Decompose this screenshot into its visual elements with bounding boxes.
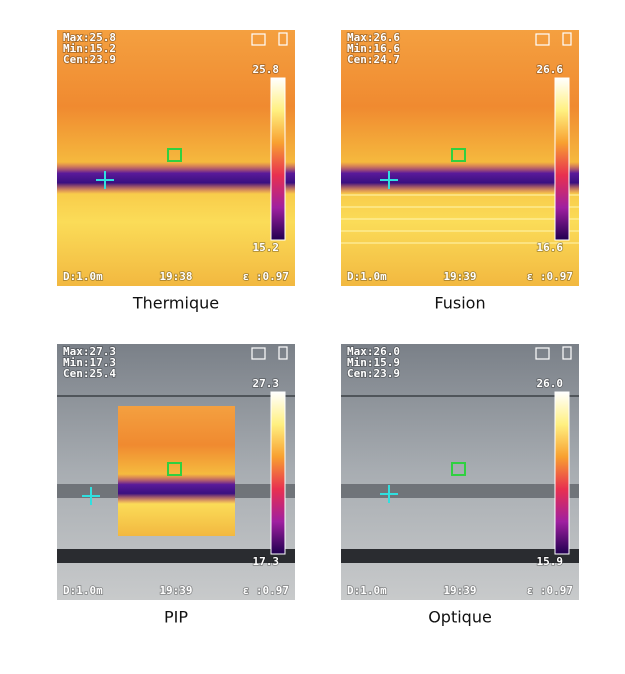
band [57,162,295,194]
icon [535,33,550,46]
distance: D:1.0m [347,584,387,597]
scale-max: 27.3 [253,377,280,390]
max-temp: Max:26.0 [347,345,400,358]
battery-icon [278,32,288,46]
caption: Thermique [132,294,219,313]
icon [535,347,550,360]
icon [251,33,266,46]
battery-icon [278,346,288,360]
min-temp: Min:15.9 [347,356,400,369]
emissivity: ε :0.97 [243,270,289,283]
max-temp: Max:25.8 [63,31,116,44]
band [341,162,579,194]
time: 19:39 [159,584,192,597]
scale-max: 25.8 [253,63,280,76]
time: 19:39 [443,584,476,597]
center-box [167,462,182,476]
rail [341,549,579,563]
color-bar [270,391,286,555]
color-bar [554,391,570,555]
emissivity: ε :0.97 [243,584,289,597]
color-bar [270,77,286,241]
emissivity: ε :0.97 [527,270,573,283]
rail [341,484,579,498]
center-box [451,462,466,476]
scale-min: 15.9 [537,555,564,568]
max-temp: Max:27.3 [63,345,116,358]
pip-inset [118,406,235,536]
scale-min: 16.6 [537,241,564,254]
icon [251,347,266,360]
max-temp: Max:26.6 [347,31,400,44]
caption: Fusion [434,294,485,313]
caption: PIP [164,608,188,627]
distance: D:1.0m [63,584,103,597]
band [118,474,235,504]
center-temp: Cen:24.7 [347,53,400,66]
center-box [451,148,466,162]
rail [57,549,295,563]
min-temp: Min:16.6 [347,42,400,55]
min-temp: Min:15.2 [63,42,116,55]
color-bar [554,77,570,241]
center-box [167,148,182,162]
scale-max: 26.6 [537,63,564,76]
scale-min: 17.3 [253,555,280,568]
time: 19:39 [443,270,476,283]
battery-icon [562,32,572,46]
center-temp: Cen:25.4 [63,367,116,380]
caption: Optique [428,608,492,627]
distance: D:1.0m [63,270,103,283]
center-temp: Cen:23.9 [347,367,400,380]
scale-max: 26.0 [537,377,564,390]
scale-min: 15.2 [253,241,280,254]
background [57,30,295,286]
emissivity: ε :0.97 [527,584,573,597]
distance: D:1.0m [347,270,387,283]
time: 19:38 [159,270,192,283]
battery-icon [562,346,572,360]
center-temp: Cen:23.9 [63,53,116,66]
min-temp: Min:17.3 [63,356,116,369]
